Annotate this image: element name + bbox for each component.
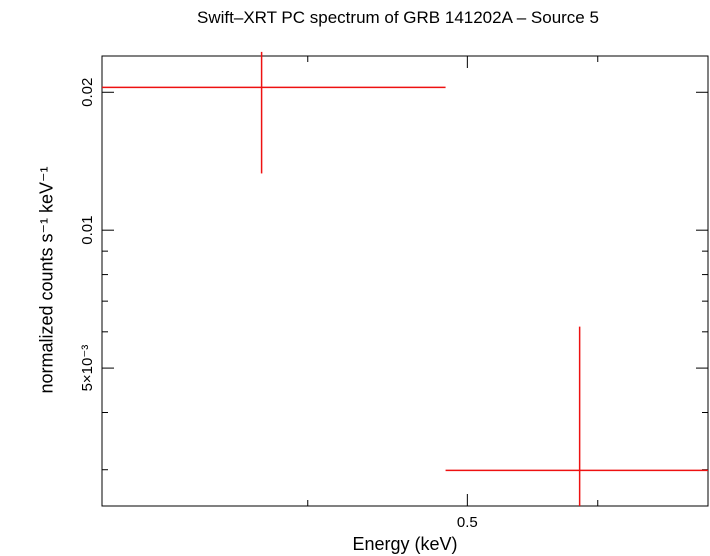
data-point (445, 326, 708, 506)
plot-frame (101, 55, 709, 507)
axis-tick-labels: 0.5 0.02 0.01 5×10⁻³ (79, 78, 478, 531)
data-point (102, 51, 446, 174)
y-tick-label: 0.02 (79, 78, 96, 107)
y-tick-label: 0.01 (79, 216, 96, 245)
data-marks (102, 51, 708, 506)
y-tick-label: 5×10⁻³ (79, 345, 96, 392)
y-axis-label: normalized counts s⁻¹ keV⁻¹ (36, 166, 57, 394)
chart-title: Swift–XRT PC spectrum of GRB 141202A – S… (197, 8, 599, 27)
x-axis-label: Energy (keV) (352, 534, 458, 554)
x-tick-label: 0.5 (457, 514, 478, 531)
axis-ticks (102, 56, 709, 506)
